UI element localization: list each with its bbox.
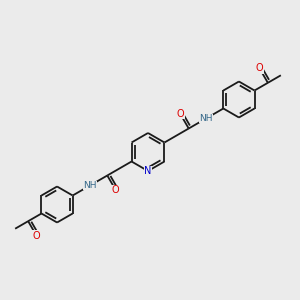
Text: N: N [144, 166, 152, 176]
Text: NH: NH [199, 114, 213, 123]
Text: O: O [176, 109, 184, 119]
Text: O: O [112, 185, 120, 195]
Text: NH: NH [83, 181, 97, 190]
Text: O: O [33, 231, 41, 241]
Text: O: O [256, 63, 263, 73]
